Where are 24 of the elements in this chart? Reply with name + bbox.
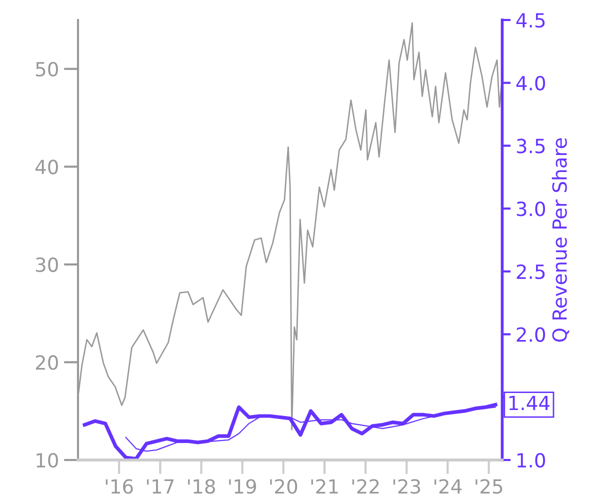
y-tick-label: 50 bbox=[36, 62, 58, 77]
x-tick-label: '17 bbox=[147, 479, 174, 494]
text: 1.44 bbox=[509, 396, 550, 410]
x-tick-label: '21 bbox=[311, 479, 338, 494]
x-tick-label: '18 bbox=[188, 479, 215, 494]
y2-tick-label: 2.5 bbox=[516, 264, 545, 280]
y2-tick-label: 3.5 bbox=[516, 138, 545, 154]
x-tick-label: '22 bbox=[352, 479, 379, 494]
y2-tick-label: 4.5 bbox=[516, 13, 545, 28]
x-tick-label: '25 bbox=[476, 479, 502, 494]
y2-tick-label: 2.0 bbox=[516, 327, 546, 342]
y-tick-label: 10 bbox=[36, 452, 58, 468]
y2-axis-title: Q Revenue Per Share bbox=[552, 138, 570, 342]
y2-tick-label: 4.0 bbox=[516, 76, 546, 91]
x-tick-label: '24 bbox=[434, 479, 462, 494]
x-tick-label: '16 bbox=[106, 479, 133, 494]
y2-tick-label: 3.0 bbox=[516, 202, 546, 216]
y-tick-label: 30 bbox=[36, 257, 58, 272]
x-tick-label: '19 bbox=[229, 479, 256, 494]
x-tick-label: '20 bbox=[270, 479, 298, 494]
y-tick-label: 40 bbox=[35, 160, 58, 174]
y2-tick-label: 1.0 bbox=[518, 452, 546, 468]
x-tick-label: '23 bbox=[393, 479, 420, 494]
y-tick-label: 20 bbox=[36, 355, 58, 370]
